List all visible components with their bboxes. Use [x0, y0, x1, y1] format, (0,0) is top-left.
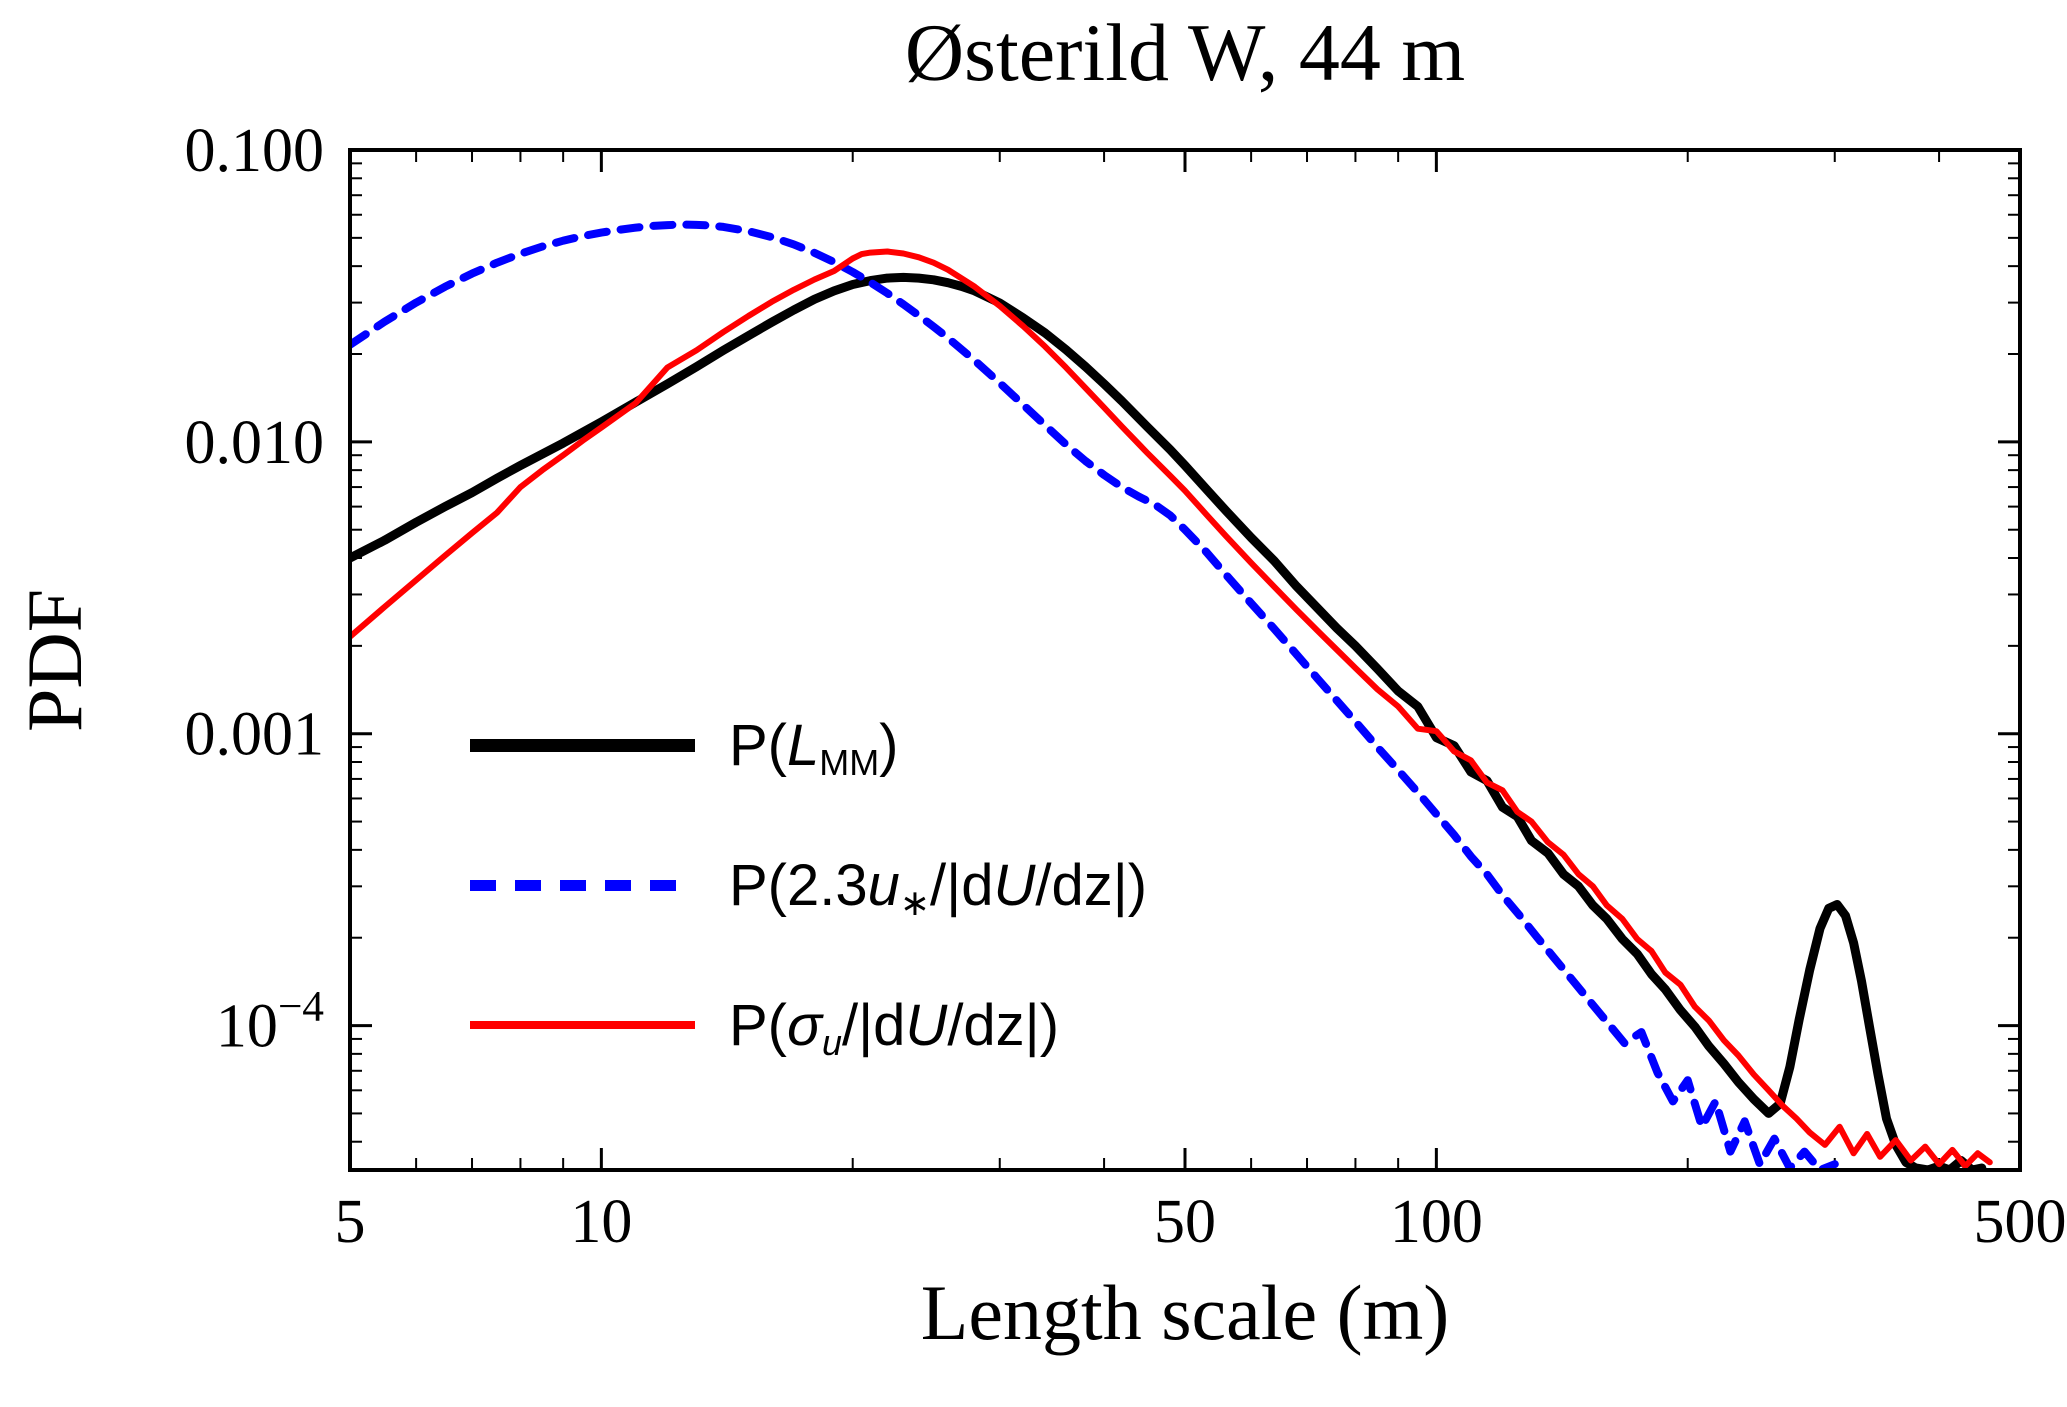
y-tick-label: 0.010 — [185, 409, 325, 477]
chart-title: Østerild W, 44 m — [904, 7, 1466, 98]
x-tick-label: 500 — [1974, 1188, 2067, 1256]
series-p-sigmau — [350, 248, 1993, 1170]
x-tick-label: 10 — [570, 1188, 632, 1256]
legend: P(LMM) P(2.3u∗/|dU/dz|) P(σu/|dU/dz|) — [470, 710, 1148, 1063]
x-tick-label: 100 — [1390, 1188, 1483, 1256]
legend-item: P(σu/|dU/dz|) — [470, 990, 1147, 1063]
series-p-23ustar — [350, 220, 1839, 1170]
x-tick-label: 50 — [1154, 1188, 1216, 1256]
legend-label: P(σu/|dU/dz|) — [729, 992, 1060, 1063]
legend-line-sample — [470, 738, 695, 752]
x-axis-label: Length scale (m) — [920, 1269, 1450, 1356]
legend-label: P(LMM) — [729, 712, 899, 783]
x-tick-label: 5 — [335, 1188, 366, 1256]
y-tick-label: 0.100 — [185, 117, 325, 185]
series-p-lmm — [350, 272, 1987, 1170]
legend-line-sample — [470, 1021, 695, 1029]
legend-line-sample — [470, 879, 695, 891]
legend-label: P(2.3u∗/|dU/dz|) — [729, 852, 1148, 923]
plot-frame — [348, 148, 2022, 1172]
y-tick-label: 0.001 — [185, 701, 325, 769]
legend-item: P(LMM) — [470, 710, 1147, 783]
y-tick-label: 10−4 — [216, 983, 324, 1061]
legend-item: P(2.3u∗/|dU/dz|) — [470, 850, 1148, 923]
